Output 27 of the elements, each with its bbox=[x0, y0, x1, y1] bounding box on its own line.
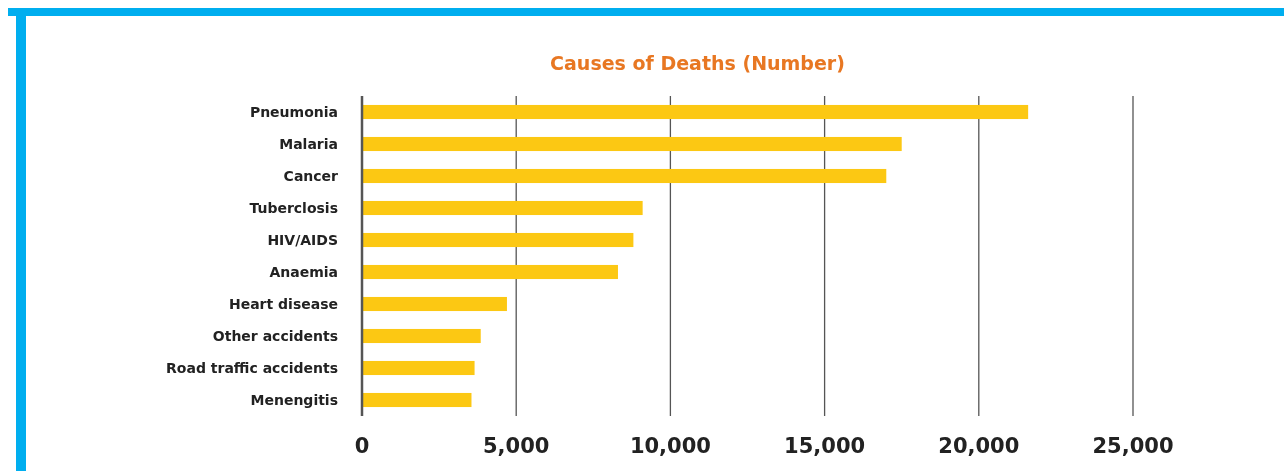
y-tick-label: Menengitis bbox=[250, 391, 338, 408]
bar bbox=[362, 136, 902, 152]
y-tick-label: Pneumonia bbox=[249, 103, 338, 120]
y-tick-label: Heart disease bbox=[228, 295, 338, 312]
x-tick-label: 10,000 bbox=[629, 434, 711, 458]
bar bbox=[362, 392, 472, 408]
y-tick-label: Road traffic accidents bbox=[166, 359, 338, 376]
x-tick-label: 0 bbox=[354, 434, 370, 458]
y-tick-label: Malaria bbox=[279, 135, 338, 152]
y-tick-label: Anaemia bbox=[269, 263, 338, 280]
bar bbox=[362, 104, 1029, 120]
bar bbox=[362, 264, 618, 280]
bar bbox=[362, 200, 643, 216]
bar bbox=[362, 296, 507, 312]
y-tick-label: Cancer bbox=[283, 167, 339, 184]
y-tick-label: Tuberclosis bbox=[249, 199, 338, 216]
chart-title: Causes of Deaths (Number) bbox=[550, 52, 845, 74]
bar bbox=[362, 360, 475, 376]
x-tick-label: 5,000 bbox=[482, 434, 550, 458]
y-tick-label: HIV/AIDS bbox=[267, 231, 338, 248]
x-tick-label: 20,000 bbox=[938, 434, 1020, 458]
bar bbox=[362, 168, 887, 184]
bar bbox=[362, 328, 481, 344]
x-tick-label: 25,000 bbox=[1092, 434, 1174, 458]
x-tick-label: 15,000 bbox=[784, 434, 866, 458]
bar bbox=[362, 232, 634, 248]
y-tick-label: Other accidents bbox=[212, 327, 338, 344]
